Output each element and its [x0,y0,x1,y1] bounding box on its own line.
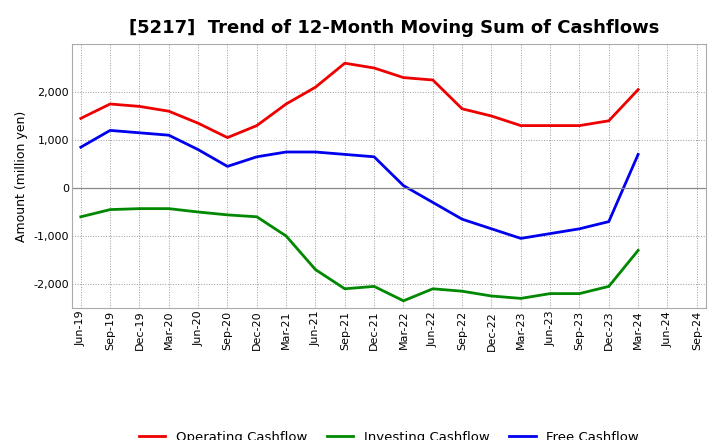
Operating Cashflow [106,101,114,106]
Free Cashflow [458,216,467,222]
Investing Cashflow [546,291,554,296]
Free Cashflow [253,154,261,159]
Operating Cashflow [487,114,496,119]
Free Cashflow [605,219,613,224]
Investing Cashflow [605,284,613,289]
Investing Cashflow [487,293,496,299]
Legend: Operating Cashflow, Investing Cashflow, Free Cashflow: Operating Cashflow, Investing Cashflow, … [133,425,644,440]
Investing Cashflow [106,207,114,212]
Free Cashflow [341,152,349,157]
Free Cashflow [634,152,642,157]
Operating Cashflow [605,118,613,124]
Investing Cashflow [282,233,290,238]
Line: Free Cashflow: Free Cashflow [81,130,638,238]
Operating Cashflow [428,77,437,83]
Investing Cashflow [634,248,642,253]
Free Cashflow [399,183,408,188]
Operating Cashflow [634,87,642,92]
Operating Cashflow [458,106,467,111]
Operating Cashflow [311,84,320,90]
Investing Cashflow [253,214,261,220]
Investing Cashflow [194,209,202,215]
Investing Cashflow [516,296,525,301]
Investing Cashflow [223,212,232,217]
Investing Cashflow [311,267,320,272]
Free Cashflow [135,130,144,136]
Line: Investing Cashflow: Investing Cashflow [81,209,638,301]
Investing Cashflow [76,214,85,220]
Free Cashflow [516,236,525,241]
Free Cashflow [311,149,320,154]
Investing Cashflow [341,286,349,291]
Operating Cashflow [282,101,290,106]
Free Cashflow [546,231,554,236]
Operating Cashflow [223,135,232,140]
Y-axis label: Amount (million yen): Amount (million yen) [15,110,28,242]
Free Cashflow [282,149,290,154]
Text: [5217]  Trend of 12-Month Moving Sum of Cashflows: [5217] Trend of 12-Month Moving Sum of C… [129,19,660,37]
Operating Cashflow [575,123,584,128]
Free Cashflow [223,164,232,169]
Operating Cashflow [546,123,554,128]
Operating Cashflow [341,61,349,66]
Investing Cashflow [458,289,467,294]
Free Cashflow [428,200,437,205]
Operating Cashflow [76,116,85,121]
Operating Cashflow [516,123,525,128]
Investing Cashflow [370,284,379,289]
Free Cashflow [487,226,496,231]
Investing Cashflow [399,298,408,304]
Operating Cashflow [194,121,202,126]
Investing Cashflow [135,206,144,211]
Investing Cashflow [575,291,584,296]
Free Cashflow [76,145,85,150]
Operating Cashflow [253,123,261,128]
Operating Cashflow [370,66,379,71]
Free Cashflow [164,132,173,138]
Investing Cashflow [428,286,437,291]
Operating Cashflow [164,109,173,114]
Free Cashflow [194,147,202,152]
Investing Cashflow [164,206,173,211]
Free Cashflow [370,154,379,159]
Free Cashflow [106,128,114,133]
Operating Cashflow [135,104,144,109]
Operating Cashflow [399,75,408,80]
Line: Operating Cashflow: Operating Cashflow [81,63,638,138]
Free Cashflow [575,226,584,231]
